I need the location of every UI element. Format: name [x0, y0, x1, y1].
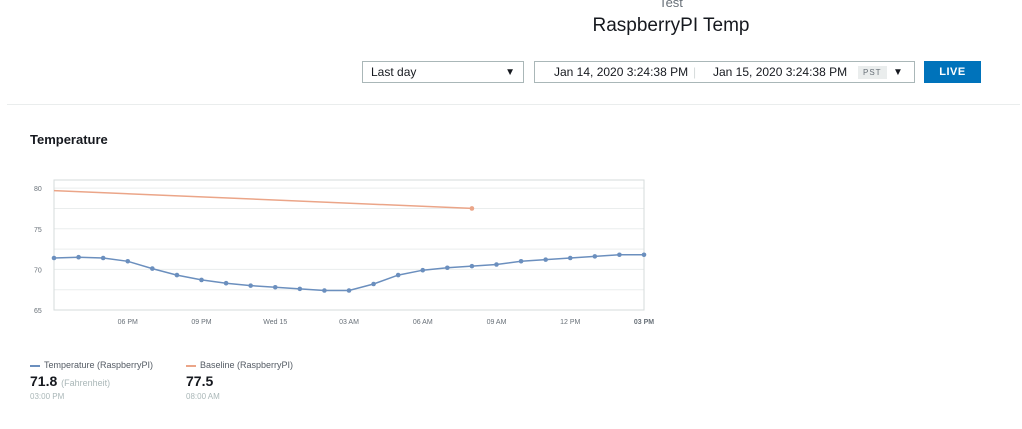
plot-frame: [53, 179, 645, 311]
data-point: [420, 267, 426, 273]
legend-item-baseline[interactable]: Baseline (RaspberryPI) 77.5 08:00 AM: [186, 360, 293, 401]
x-tick-label: 09 PM: [191, 319, 211, 326]
y-tick-label: 70: [34, 267, 42, 274]
x-tick-label: 12 PM: [560, 319, 580, 326]
header-divider: [7, 104, 1020, 105]
date-range-picker[interactable]: Jan 14, 2020 3:24:38 PM | Jan 15, 2020 3…: [534, 61, 915, 83]
data-point: [543, 257, 548, 262]
x-tick-label: Wed 15: [263, 319, 287, 326]
data-point: [76, 254, 81, 260]
live-button[interactable]: LIVE: [924, 61, 981, 83]
legend-item-temperature[interactable]: Temperature (RaspberryPI) 71.8 (Fahrenhe…: [30, 360, 153, 401]
data-point: [125, 258, 131, 264]
y-tick-label: 65: [34, 308, 42, 315]
temperature-line-chart: 65 70 75 80 06 PM 09 PM Wed 15 03 AM 06 AM 09 AM 1…: [34, 179, 654, 326]
data-point: [100, 255, 106, 261]
dashboard-supertitle: Test: [659, 0, 683, 10]
data-point: [518, 258, 524, 264]
data-point: [174, 272, 180, 278]
timezone-badge[interactable]: PST: [858, 66, 887, 79]
data-point: [617, 252, 622, 258]
chevron-down-icon[interactable]: ▼: [893, 66, 903, 78]
data-point: [150, 266, 155, 271]
x-tick-label: 09 AM: [487, 319, 507, 326]
series-line-1: [53, 189, 472, 210]
legend-value: 77.5: [186, 373, 214, 389]
y-tick-label: 80: [34, 186, 42, 193]
chevron-down-icon: ▼: [505, 66, 515, 78]
x-tick-label: 03 PM: [634, 319, 654, 326]
legend-label: Baseline (RaspberryPI): [200, 360, 294, 370]
data-point: [272, 284, 278, 290]
dashboard-title: RaspberryPI Temp: [592, 15, 750, 36]
data-point: [592, 254, 598, 259]
data-point: [223, 280, 229, 286]
data-point: [371, 281, 376, 287]
y-tick-label: 75: [34, 227, 42, 234]
legend-time: 03:00 PM: [30, 392, 65, 401]
legend-value: 71.8: [30, 373, 58, 389]
data-point: [346, 288, 352, 293]
data-point: [641, 252, 647, 258]
temperature-series-swatch: [30, 364, 40, 367]
start-date: Jan 14, 2020 3:24:38 PM: [554, 65, 689, 79]
x-tick-label: 06 AM: [413, 319, 433, 326]
legend-unit: (Fahrenheit): [61, 378, 111, 388]
data-point: [494, 262, 499, 267]
data-point: [567, 255, 573, 261]
data-point: [469, 206, 475, 211]
legend-label: Temperature (RaspberryPI): [44, 360, 154, 370]
end-date: Jan 15, 2020 3:24:38 PM: [713, 65, 848, 79]
data-point: [297, 286, 303, 292]
date-separator: |: [693, 65, 697, 79]
time-range-select[interactable]: Last day ▼: [362, 61, 524, 83]
data-point: [445, 265, 450, 271]
x-tick-label: 03 AM: [339, 319, 359, 326]
data-point: [322, 288, 327, 293]
legend-time: 08:00 AM: [186, 392, 220, 401]
x-tick-label: 06 PM: [118, 319, 138, 326]
data-point: [51, 255, 57, 261]
panel-title: Temperature: [30, 132, 108, 147]
data-point: [199, 277, 204, 283]
time-range-label: Last day: [371, 65, 417, 79]
data-point: [469, 263, 475, 269]
baseline-series-swatch: [186, 364, 196, 367]
series-line-0: [53, 254, 644, 292]
data-point: [248, 283, 253, 288]
data-point: [395, 272, 401, 278]
